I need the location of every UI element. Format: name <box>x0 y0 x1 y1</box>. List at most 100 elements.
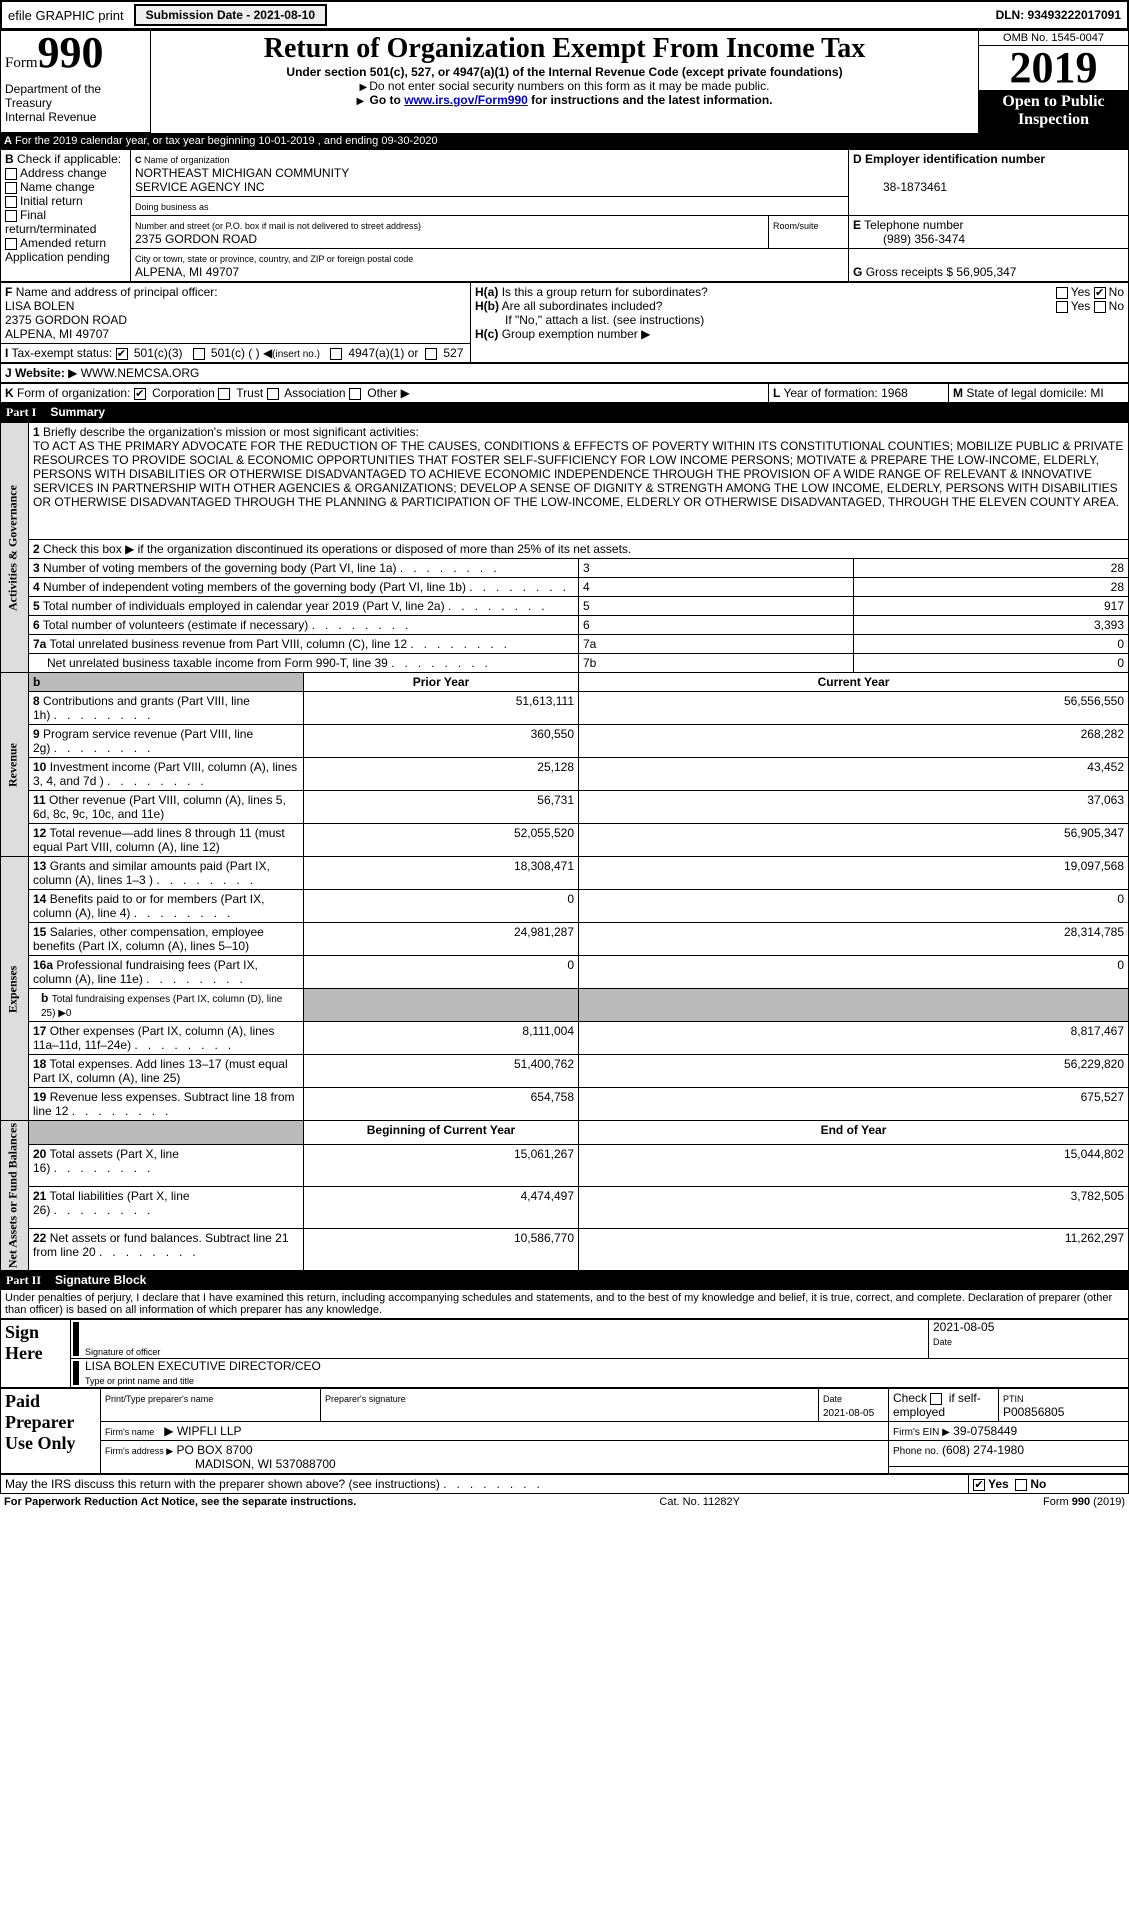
line-3-label: Number of voting members of the governin… <box>43 561 497 575</box>
org-name-2: SERVICE AGENCY INC <box>135 180 265 194</box>
checkbox-initial-return[interactable] <box>5 196 17 208</box>
may-irs-label: May the IRS discuss this return with the… <box>5 1477 540 1491</box>
officer-addr1: 2375 GORDON ROAD <box>5 313 127 327</box>
sig-officer-label: Signature of officer <box>85 1347 160 1357</box>
g-gross-label: Gross receipts $ <box>866 265 953 279</box>
jklm-block: J Website: ▶ WWW.NEMCSA.ORG <box>0 363 1129 383</box>
line-22-label: Net assets or fund balances. Subtract li… <box>33 1231 289 1259</box>
irs-no: No <box>1030 1477 1046 1491</box>
form-990-number: 990 <box>38 28 104 77</box>
checkbox-self-employed[interactable] <box>930 1393 942 1405</box>
e-phone-label: Telephone number <box>864 218 963 232</box>
form-number: Form990 <box>5 33 146 73</box>
dba-label: Doing business as <box>135 202 209 212</box>
submission-date-button[interactable]: Submission Date - 2021-08-10 <box>134 4 327 26</box>
line-8-prior: 51,613,111 <box>304 692 579 725</box>
label-insert-no: (insert no.) <box>272 349 320 360</box>
city-value: ALPENA, MI 49707 <box>135 265 239 279</box>
org-name-1: NORTHEAST MICHIGAN COMMUNITY <box>135 166 349 180</box>
sig-date-value: 2021-08-05 <box>933 1320 994 1334</box>
print-name-label: Print/Type preparer's name <box>105 1394 213 1404</box>
l-year-label: Year of formation: <box>783 386 877 400</box>
checkbox-address-change[interactable] <box>5 168 17 180</box>
checkbox-amended[interactable] <box>5 238 17 250</box>
line-7b-value: 0 <box>854 654 1129 673</box>
line-5-num: 5 <box>579 597 854 616</box>
line-16b-prior-shade <box>304 989 579 1022</box>
line-16b-value: 0 <box>66 1008 72 1019</box>
checkbox-hb-yes[interactable] <box>1056 301 1068 313</box>
vlabel-expenses: Expenses <box>1 857 29 1121</box>
i-status-label: Tax-exempt status: <box>11 346 112 360</box>
type-name-label: Type or print name and title <box>85 1376 194 1386</box>
goto-post: for instructions and the latest informat… <box>531 93 772 107</box>
identity-block: B Check if applicable: Address change Na… <box>0 149 1129 282</box>
checkbox-4947[interactable] <box>330 348 342 360</box>
col-b: b <box>33 675 40 689</box>
checkbox-irs-no[interactable] <box>1015 1479 1027 1491</box>
checkbox-527[interactable] <box>425 348 437 360</box>
checkbox-501c3[interactable] <box>116 348 128 360</box>
firm-name-label: Firm's name <box>105 1427 154 1437</box>
room-label: Room/suite <box>773 221 819 231</box>
line-19-label: Revenue less expenses. Subtract line 18 … <box>33 1090 295 1118</box>
hb-yes: Yes <box>1071 299 1091 313</box>
mission-text: TO ACT AS THE PRIMARY ADVOCATE FOR THE R… <box>33 439 1123 509</box>
form-prefix: Form <box>5 55 38 71</box>
label-name-change: Name change <box>20 180 95 194</box>
line-18-label: Total expenses. Add lines 13–17 (must eq… <box>33 1057 288 1085</box>
website-value: WWW.NEMCSA.ORG <box>81 366 200 380</box>
checkbox-501c[interactable] <box>193 348 205 360</box>
checkbox-ha-no[interactable] <box>1094 287 1106 299</box>
checkbox-assoc[interactable] <box>267 388 279 400</box>
line-11-current: 37,063 <box>579 791 1129 824</box>
checkbox-name-change[interactable] <box>5 182 17 194</box>
checkbox-final-return[interactable] <box>5 210 17 222</box>
line-7b-label: Net unrelated business taxable income fr… <box>47 656 488 670</box>
h-c-label: Group exemption number <box>502 327 638 341</box>
firm-name-value: WIPFLI LLP <box>177 1424 242 1438</box>
form-subtitle-3: Go to www.irs.gov/Form990 for instructio… <box>155 93 974 107</box>
c-name-label: Name of organization <box>144 155 230 165</box>
checkbox-ha-yes[interactable] <box>1056 287 1068 299</box>
label-address-change: Address change <box>20 166 107 180</box>
form990-link[interactable]: www.irs.gov/Form990 <box>404 93 528 107</box>
checkbox-trust[interactable] <box>218 388 230 400</box>
declaration-text: Under penalties of perjury, I declare th… <box>0 1290 1129 1319</box>
line-17-current: 8,817,467 <box>579 1022 1129 1055</box>
checkbox-irs-yes[interactable] <box>973 1479 985 1491</box>
h-b-note: If "No," attach a list. (see instruction… <box>505 313 704 327</box>
vlabel-net-assets: Net Assets or Fund Balances <box>1 1121 29 1271</box>
line-21-current: 3,782,505 <box>579 1187 1129 1229</box>
part-2-header: Part II Signature Block <box>0 1271 1129 1290</box>
footer-cat: Cat. No. 11282Y <box>659 1496 740 1508</box>
efile-label: efile GRAPHIC print <box>2 6 130 25</box>
form-subtitle-2: Do not enter social security numbers on … <box>155 79 974 93</box>
line-11-label: Other revenue (Part VIII, column (A), li… <box>33 793 286 821</box>
line-8-label: Contributions and grants (Part VIII, lin… <box>33 694 250 722</box>
line-7b-num: 7b <box>579 654 854 673</box>
line-5-value: 917 <box>854 597 1129 616</box>
street-value: 2375 GORDON ROAD <box>135 232 257 246</box>
checkbox-other[interactable] <box>349 388 361 400</box>
ptin-label: PTIN <box>1003 1394 1024 1404</box>
irs-yes: Yes <box>988 1477 1009 1491</box>
form-subtitle-1: Under section 501(c), 527, or 4947(a)(1)… <box>155 65 974 79</box>
part-2-num: Part II <box>6 1273 41 1288</box>
sign-here-label: Sign Here <box>1 1320 71 1388</box>
line-15-prior: 24,981,287 <box>304 923 579 956</box>
line-6-label: Total number of volunteers (estimate if … <box>43 618 408 632</box>
gross-receipts-value: 56,905,347 <box>956 265 1016 279</box>
checkbox-hb-no[interactable] <box>1094 301 1106 313</box>
firm-ein-label: Firm's EIN ▶ <box>893 1427 950 1438</box>
ha-yes: Yes <box>1071 285 1091 299</box>
footer-form: Form 990 (2019) <box>1043 1496 1125 1508</box>
firm-addr-label: Firm's address ▶ <box>105 1446 173 1456</box>
checkbox-corp[interactable] <box>134 388 146 400</box>
label-other: Other <box>367 386 397 400</box>
line-16a-label: Professional fundraising fees (Part IX, … <box>33 958 258 986</box>
line-21-label: Total liabilities (Part X, line 26) <box>33 1189 190 1217</box>
label-trust: Trust <box>236 386 263 400</box>
label-initial-return: Initial return <box>20 194 83 208</box>
line-20-current: 15,044,802 <box>579 1145 1129 1187</box>
